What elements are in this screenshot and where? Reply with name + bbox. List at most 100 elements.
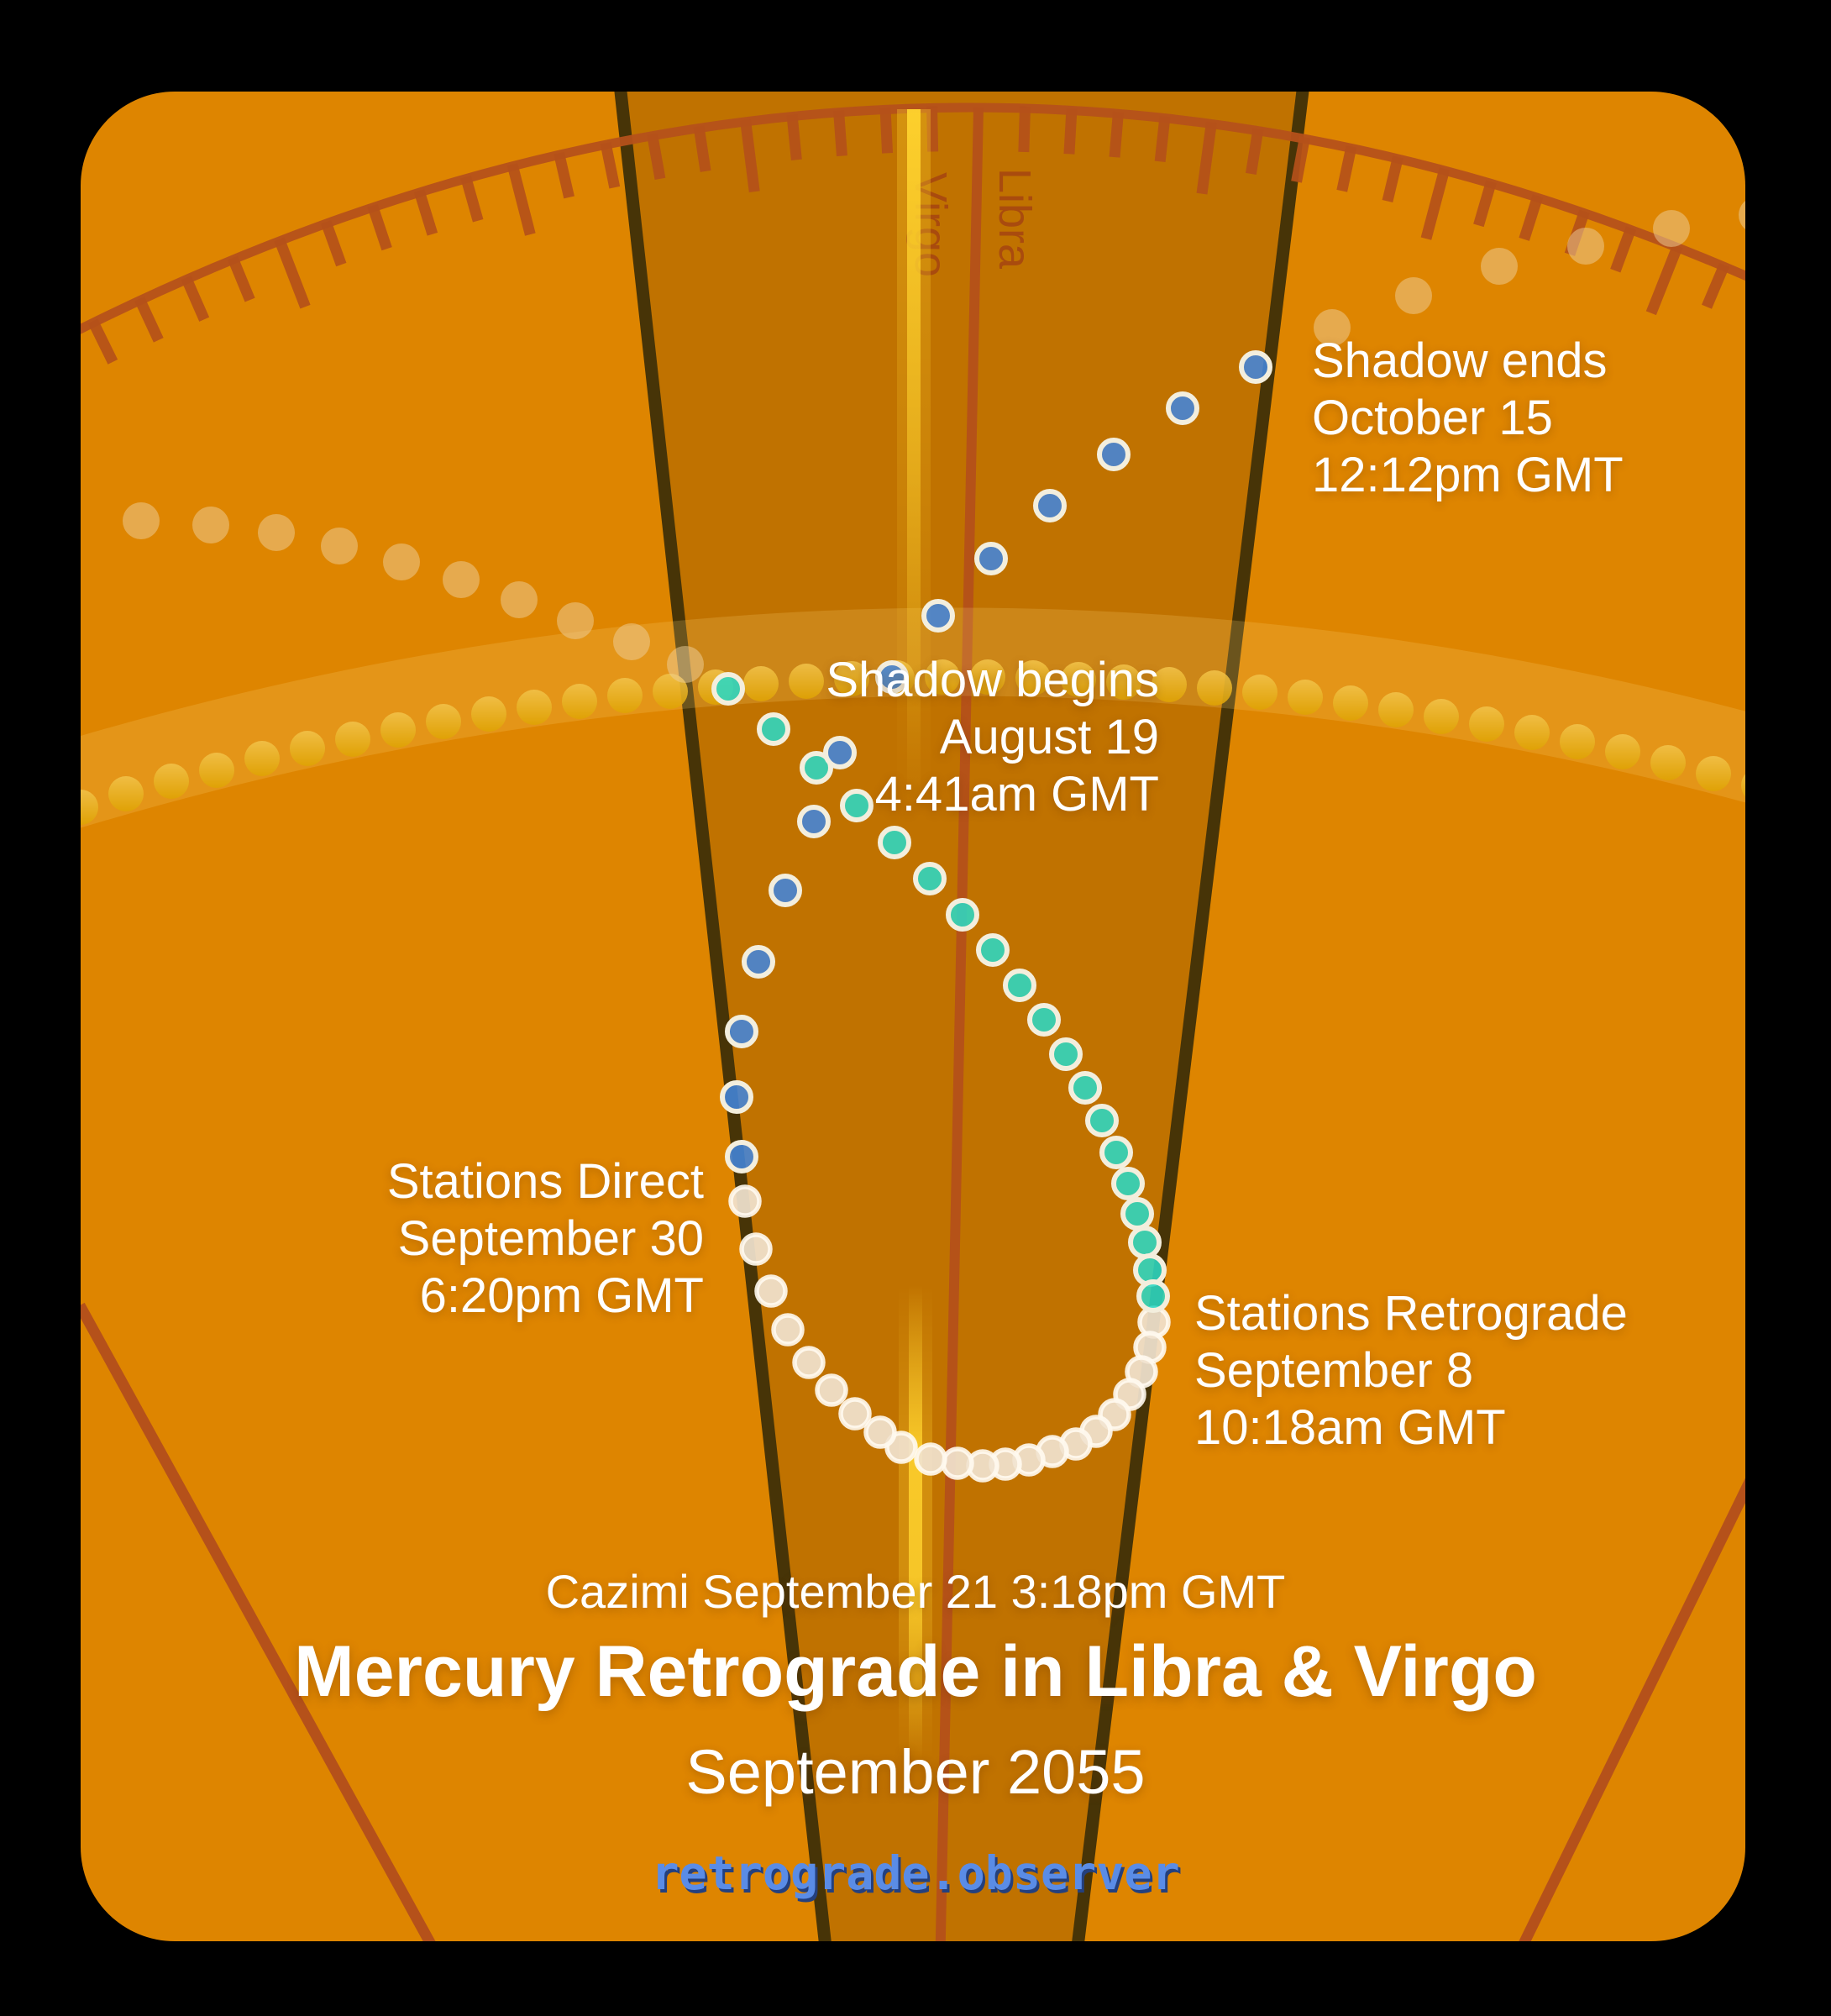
ruler-tick <box>1109 111 1124 158</box>
ruler-tick <box>693 125 711 172</box>
mercury-shadow-approach-teal-dot <box>913 862 947 895</box>
mercury-direct-blue-dot <box>1097 438 1131 471</box>
ruler-tick <box>647 133 666 180</box>
sun-path-dot <box>1106 664 1141 700</box>
ruler-tick <box>227 255 255 302</box>
mercury-shadow-approach-teal-dot <box>1085 1104 1119 1137</box>
mercury-shadow-approach-teal-dot <box>1099 1136 1133 1169</box>
sign-boundary-diagonal-1 <box>1519 1478 1745 1941</box>
mercury-shadow-approach-teal-dot <box>1128 1226 1162 1259</box>
ruler-tick <box>1245 128 1264 175</box>
sun-path-dot <box>607 678 643 713</box>
infographic-card: Libra Virgo Shadow ends October 15 12:12pm … <box>81 92 1745 1941</box>
sun-path-dot <box>834 661 869 696</box>
ruler-tick <box>134 297 164 343</box>
sun-path-dot <box>380 712 416 748</box>
sun-path-dot <box>199 753 234 788</box>
sun-path-dot <box>154 764 189 799</box>
mercury-before-shadow-faded-dot <box>123 502 160 539</box>
mercury-before-shadow-faded-dot <box>501 581 538 618</box>
mercury-shadow-approach-teal-dot <box>976 933 1010 967</box>
mercury-direct-blue-dot <box>742 945 775 979</box>
mercury-retrograde-cream-dot <box>815 1373 848 1407</box>
mercury-after-shadow-faded-dot <box>1314 309 1351 346</box>
mercury-before-shadow-faded-dot <box>192 507 229 543</box>
mercury-retrograde-cream-dot <box>863 1415 897 1449</box>
ruler-tick <box>1610 226 1637 273</box>
mercury-retrograde-cream-dot <box>739 1232 773 1266</box>
ruler-tick <box>1645 244 1683 316</box>
sun-path-dot <box>653 674 688 709</box>
mercury-direct-blue-dot <box>1166 391 1199 425</box>
ruler-tick <box>833 110 847 157</box>
sun-path-dot <box>1514 715 1550 750</box>
ruler-tick <box>274 237 311 309</box>
ruler-tick <box>786 113 802 160</box>
ruler-tick <box>367 203 392 251</box>
mercury-direct-blue-dot <box>720 1080 753 1114</box>
mercury-shadow-approach-teal-dot <box>1120 1197 1154 1231</box>
mercury-before-shadow-faded-dot <box>383 543 420 580</box>
degree-ruler-arc <box>81 102 1745 334</box>
mercury-direct-blue-dot <box>797 805 831 838</box>
ruler-tick <box>600 141 621 189</box>
mercury-shadow-approach-teal-dot <box>1111 1167 1145 1200</box>
mercury-shadow-approach-teal-dot <box>946 898 979 932</box>
sun-path-dot <box>789 664 824 699</box>
mercury-after-shadow-faded-dot <box>1739 201 1745 229</box>
sun-path-dot <box>1333 685 1368 721</box>
mercury-shadow-approach-teal-dot <box>1136 1279 1170 1313</box>
sun-path-dot <box>1741 774 1745 797</box>
mercury-direct-blue-dot <box>921 599 955 633</box>
sun-path-dot <box>471 696 506 732</box>
ruler-tick <box>1519 194 1544 241</box>
sun-path-dot <box>1288 680 1323 715</box>
sun-path-dot <box>1061 662 1096 697</box>
mercury-retrograde-cream-dot <box>792 1346 826 1379</box>
mercury-shadow-approach-teal-dot <box>757 712 790 746</box>
sun-path-dot <box>244 741 280 776</box>
sun-path-dot <box>1560 724 1595 759</box>
ruler-tick <box>1018 106 1031 153</box>
sun-path-dot <box>1152 667 1187 702</box>
sun-path-dot <box>1015 660 1051 696</box>
ruler-tick <box>1154 115 1171 163</box>
mercury-after-shadow-faded-dot <box>1395 277 1432 314</box>
mercury-retrograde-cream-dot <box>728 1184 762 1218</box>
cazimi-beam-1 <box>909 1285 922 1760</box>
sun-path-dot <box>1650 745 1686 780</box>
sun-path-dot <box>81 790 98 825</box>
ruler-tick <box>553 151 574 199</box>
sun-path-dot <box>517 690 552 725</box>
sign-boundary-diagonal-0 <box>81 1302 436 1941</box>
sun-path-dot <box>426 704 461 739</box>
mercury-shadow-approach-teal-dot <box>878 826 911 859</box>
mercury-before-shadow-faded-dot <box>613 623 650 660</box>
ruler-tick <box>1291 136 1310 183</box>
mercury-shadow-approach-teal-dot <box>1068 1071 1102 1105</box>
ruler-tick <box>1420 167 1451 240</box>
sun-path-dot <box>562 684 597 719</box>
mercury-before-shadow-faded-dot <box>321 528 358 564</box>
ruler-tick <box>460 175 484 223</box>
mercury-direct-blue-dot <box>823 736 857 769</box>
mercury-retrograde-cream-dot <box>914 1442 947 1476</box>
mercury-shadow-approach-teal-dot <box>840 789 874 822</box>
mercury-direct-blue-dot <box>1239 350 1272 384</box>
sun-path-dot <box>108 776 144 811</box>
mercury-direct-blue-dot <box>1033 489 1067 522</box>
mercury-direct-blue-dot <box>974 542 1008 575</box>
mercury-shadow-approach-teal-dot <box>1049 1037 1083 1071</box>
ruler-tick <box>181 276 210 322</box>
sun-path-dot <box>1605 734 1640 769</box>
mercury-direct-blue-dot <box>725 1140 758 1173</box>
mercury-shadow-approach-teal-dot <box>711 672 745 706</box>
mercury-shadow-approach-teal-dot <box>800 751 833 785</box>
ruler-tick <box>1196 121 1217 195</box>
sun-path-dot <box>335 722 370 757</box>
mercury-before-shadow-faded-dot <box>443 561 480 598</box>
ruler-tick <box>926 106 939 152</box>
mercury-retrograde-cream-dot <box>754 1274 788 1308</box>
